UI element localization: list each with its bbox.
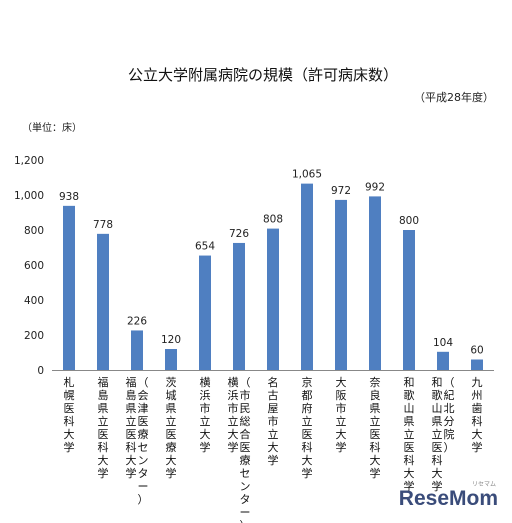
bar-data-label: 800 [399, 215, 419, 227]
category-label: （会津医療センター） [138, 376, 149, 506]
y-tick-label: 400 [24, 295, 44, 307]
bar [267, 228, 279, 370]
bar-data-label: 104 [433, 337, 453, 349]
bar [369, 196, 381, 370]
category-label: （紀北分院） [444, 376, 455, 454]
bar-data-label: 654 [195, 241, 215, 253]
bar-data-label: 726 [229, 228, 249, 240]
category-label: 茨城県立医療大学 [166, 375, 177, 480]
y-tick-label: 600 [24, 260, 44, 272]
category-label: 札幌医科大学 [64, 376, 75, 454]
y-tick-label: 0 [37, 365, 44, 377]
category-label: 和歌山県立医科大学 [404, 376, 415, 493]
bar [335, 199, 347, 370]
y-tick-label: 200 [24, 330, 44, 342]
logo-wordmark: ReseMom [398, 487, 498, 510]
bar [97, 233, 109, 370]
unit-label: （単位：床） [22, 121, 82, 134]
bar-data-label: 778 [93, 219, 113, 231]
bar-data-label: 226 [127, 315, 147, 327]
bar-data-label: 1,065 [292, 169, 322, 181]
bar [301, 183, 313, 370]
category-label: 福島県立医科大学 [126, 375, 137, 480]
category-label: 奈良県立医科大学 [370, 375, 381, 480]
bar [199, 255, 211, 370]
bar-data-label: 992 [365, 181, 385, 193]
chart-title: 公立大学附属病院の規模（許可病床数） [128, 66, 398, 84]
bar [437, 351, 449, 370]
y-axis: 0 200 400 600 800 1,000 1,200 [14, 155, 44, 377]
logo-ruby: リセマム [471, 481, 496, 488]
category-labels-group: 札幌医科大学福島県立医科大学福島県立医科大学（会津医療センター）茨城県立医療大学… [64, 375, 483, 523]
category-label: 福島県立医科大学 [98, 375, 109, 480]
y-tick-label: 1,000 [14, 190, 44, 202]
chart-subtitle: （平成28年度） [414, 90, 494, 104]
bar [471, 359, 483, 370]
category-label: 名古屋市立大学 [268, 375, 279, 467]
resemom-logo: リセマム ReseMom [398, 481, 498, 511]
category-label: 横浜市立大学 [200, 375, 211, 454]
y-tick-label: 800 [24, 225, 44, 237]
bar-data-label: 808 [263, 214, 283, 226]
bar [131, 330, 143, 370]
category-label: 大阪市立大学 [336, 375, 347, 454]
bar [233, 242, 245, 370]
category-label: 九州歯科大学 [472, 376, 483, 454]
bar-data-label: 120 [161, 334, 181, 346]
bar [165, 349, 177, 370]
category-label: 横浜市立大学 [228, 375, 239, 454]
bar-data-label: 972 [331, 185, 351, 197]
bars-group [63, 183, 483, 370]
category-label: （市民総合医療センター） [240, 376, 251, 523]
bar-data-label: 60 [470, 345, 483, 357]
data-labels-group: 938 778 226 120 654 726 808 1,065 972 992 800 104 60 [59, 169, 484, 357]
bar [403, 230, 415, 370]
y-tick-label: 1,200 [14, 155, 44, 167]
category-label: 京都府立医科大学 [302, 375, 313, 480]
bar-data-label: 938 [59, 191, 79, 203]
category-label: 和歌山県立医科大学 [432, 376, 443, 493]
bar [63, 205, 75, 370]
